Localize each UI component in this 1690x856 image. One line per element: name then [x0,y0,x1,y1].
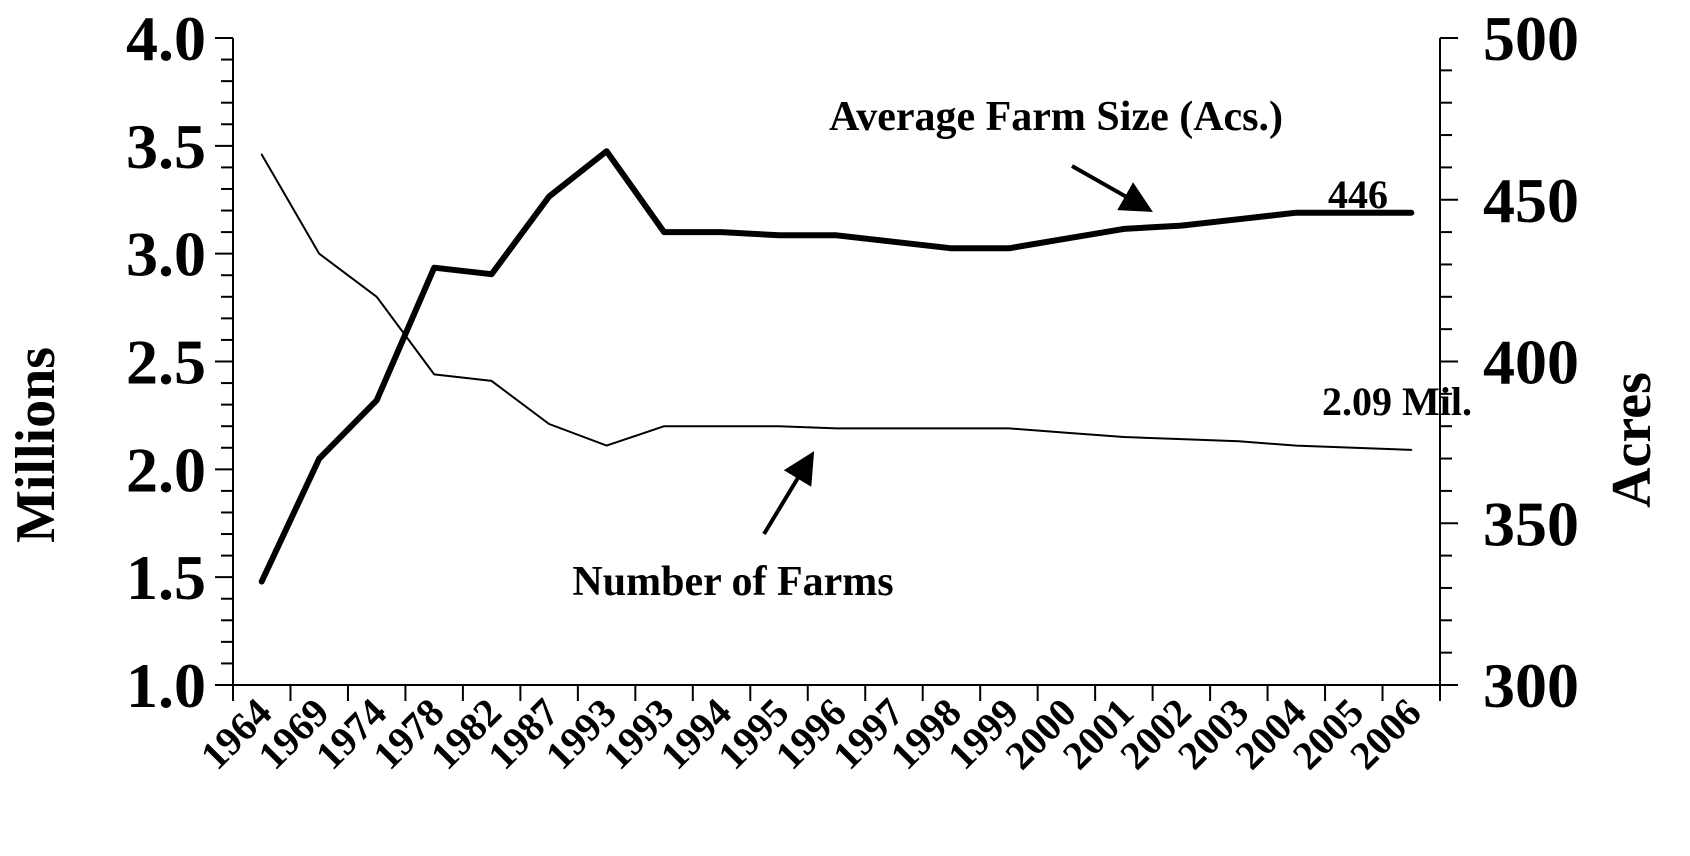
series-line-farm-size [262,151,1412,581]
size-series-annotation: Average Farm Size (Acs.) [829,94,1283,140]
left-tick-label: 2.5 [126,327,206,398]
left-tick-label: 3.5 [126,111,206,182]
right-tick-label: 300 [1483,650,1579,721]
right-tick-label: 400 [1483,327,1579,398]
series [262,151,1412,581]
size-end-label: 446 [1328,172,1388,217]
left-tick-label: 4.0 [126,3,206,74]
labels: Millions Acres Average Farm Size (Acs.) … [5,94,1663,605]
x-tick-label: 2006 [1341,690,1429,778]
farms-series-annotation: Number of Farms [572,559,893,605]
arrows [764,166,1146,534]
right-tick-label: 450 [1483,165,1579,236]
left-tick-label: 1.0 [126,650,206,721]
size-annotation-arrow [1072,166,1146,208]
left-tick-label: 3.0 [126,219,206,290]
right-axis-title: Acres [1601,372,1663,508]
left-tick-label: 2.0 [126,434,206,505]
right-tick-label: 350 [1483,488,1579,559]
left-axis-title: Millions [5,347,67,543]
farms-end-label: 2.09 Mil. [1322,379,1472,424]
series-line-number-of-farms [262,155,1412,450]
left-tick-label: 1.5 [126,542,206,613]
farms-annotation-arrow [764,458,810,534]
right-tick-label: 500 [1483,3,1579,74]
